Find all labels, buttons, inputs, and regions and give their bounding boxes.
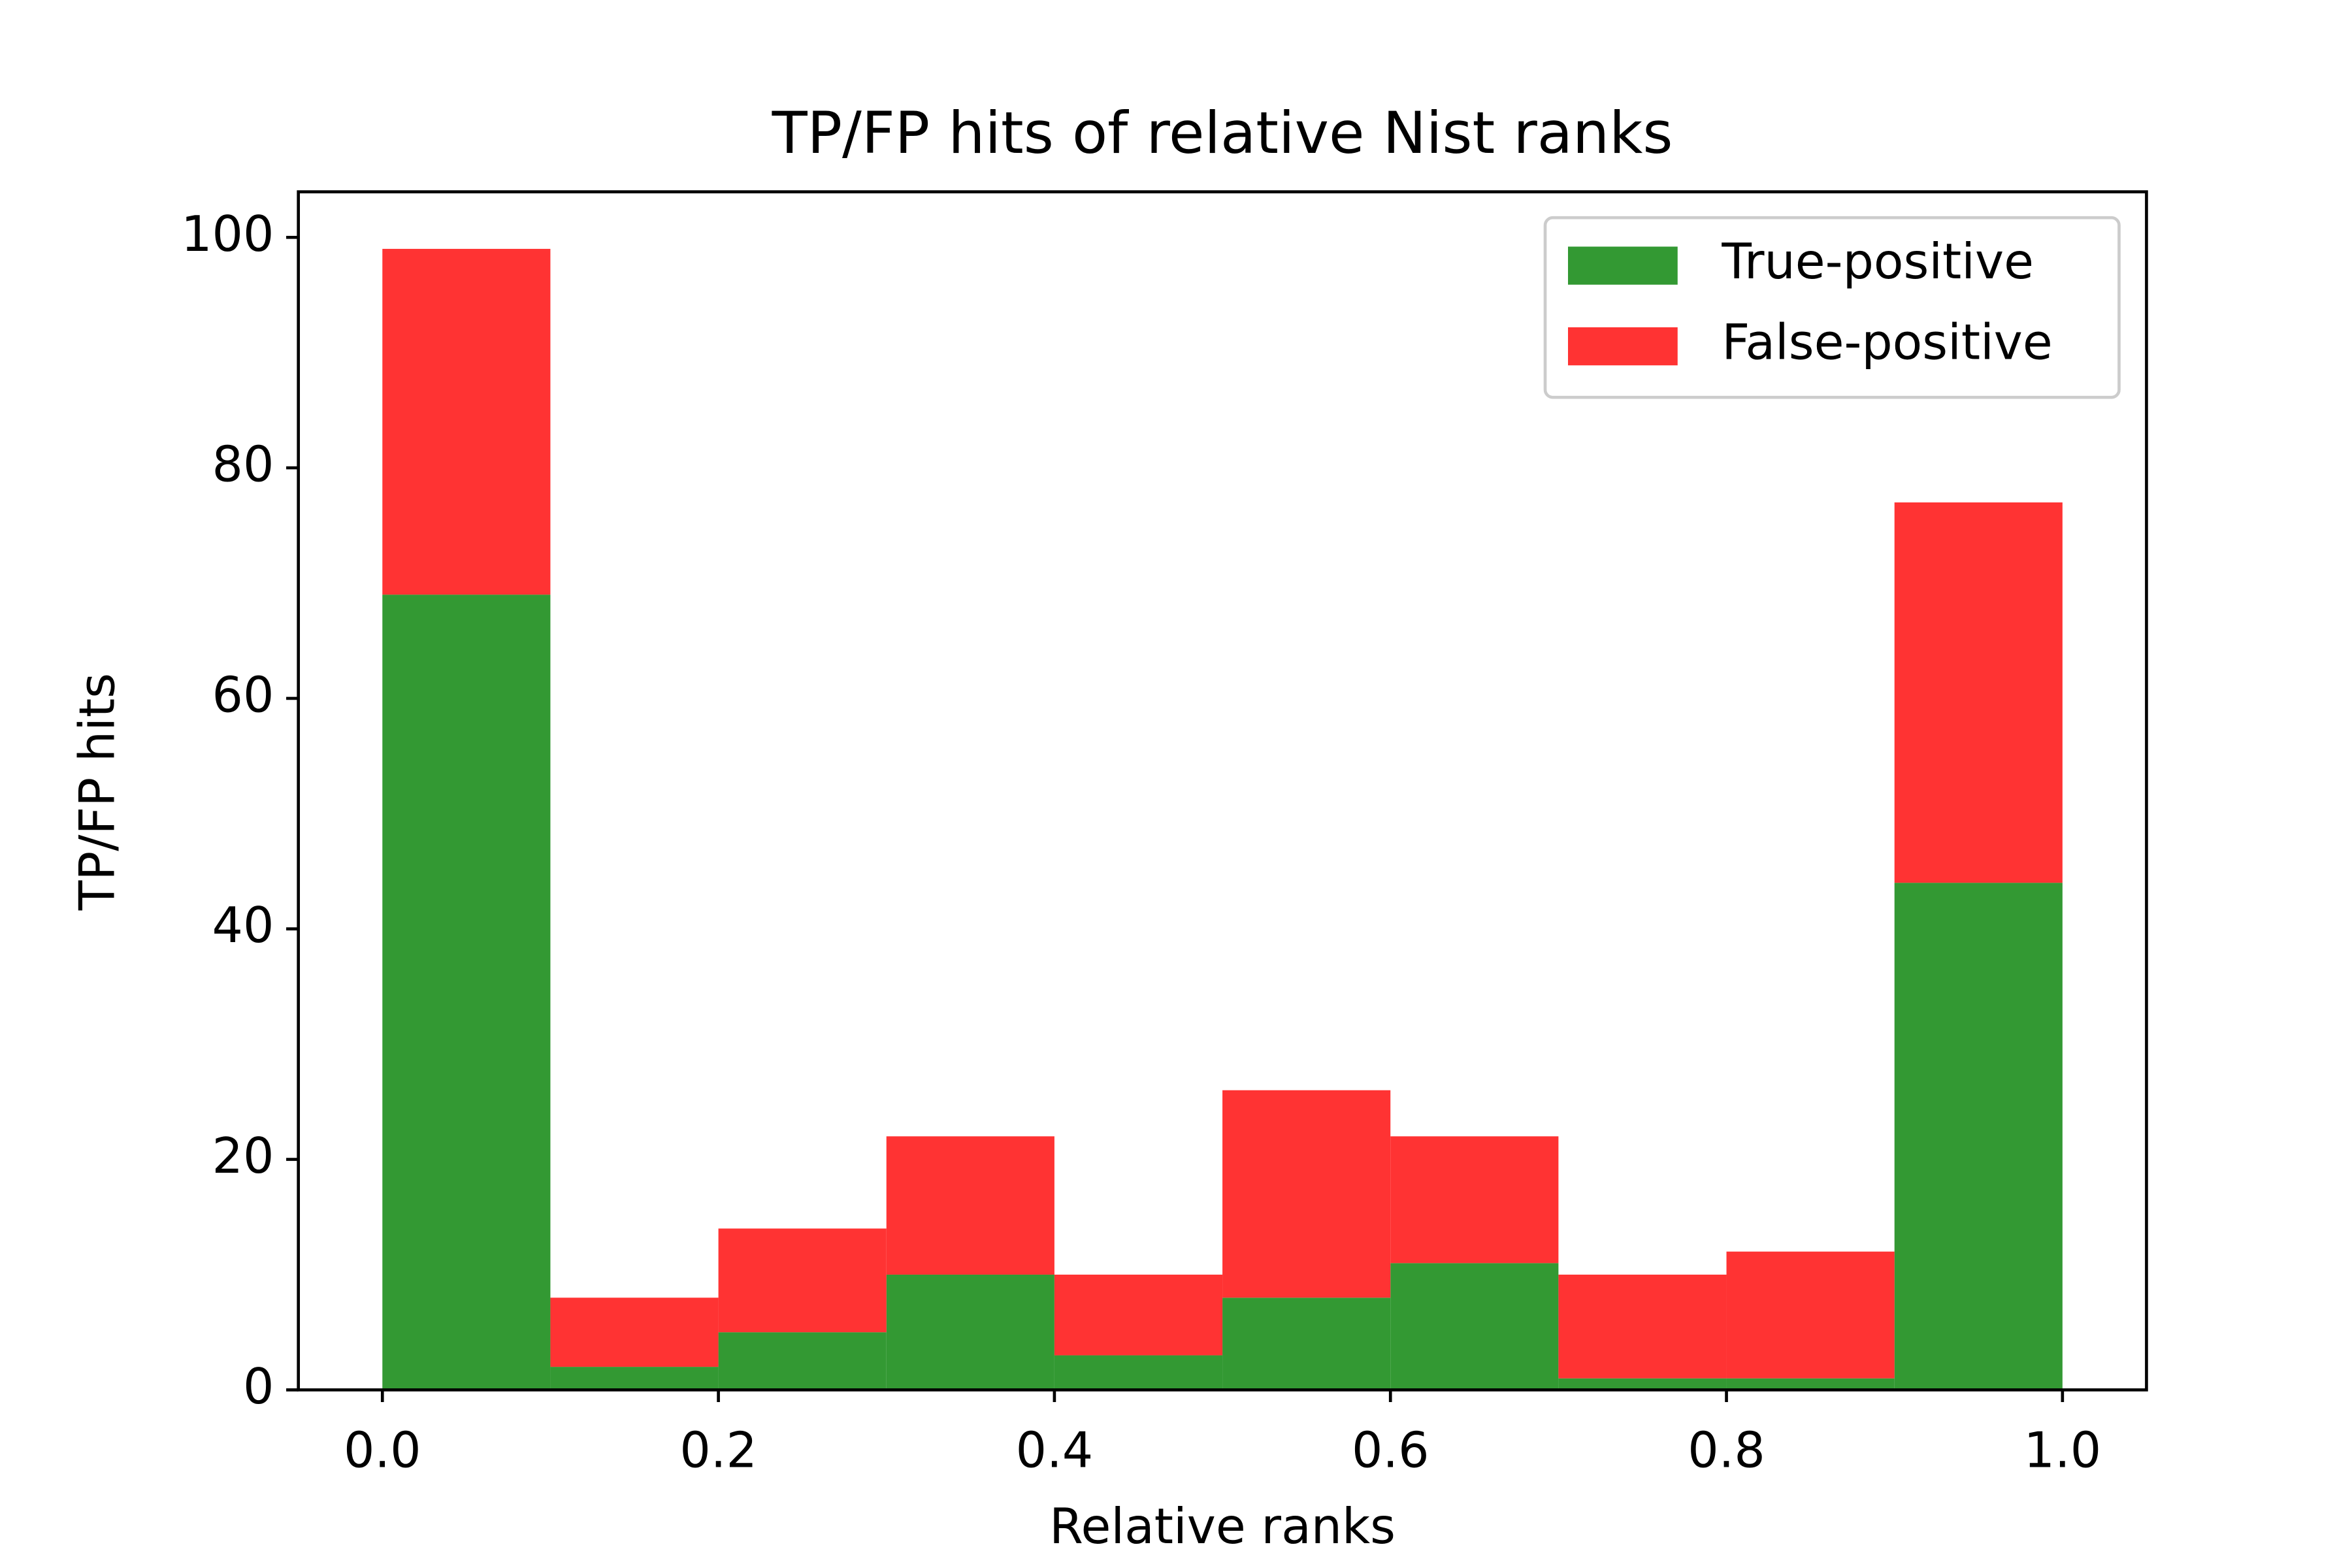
y-tick-label: 0 — [243, 1358, 274, 1415]
x-tick-label: 0.0 — [344, 1422, 421, 1479]
bar-segment — [886, 1136, 1054, 1275]
legend-label: True-positive — [1721, 233, 2034, 290]
bar-segment — [886, 1274, 1054, 1390]
chart-title: TP/FP hits of relative Nist ranks — [772, 99, 1673, 167]
bar-segment — [1558, 1378, 1727, 1390]
x-tick-label: 0.4 — [1016, 1422, 1094, 1479]
y-tick-label: 60 — [212, 666, 274, 723]
bar-segment — [1390, 1136, 1559, 1264]
bar-segment — [718, 1332, 887, 1390]
bar-segment — [718, 1228, 887, 1333]
x-tick-label: 0.2 — [679, 1422, 757, 1479]
bar-segment — [1894, 883, 2063, 1390]
y-axis-label: TP/FP hits — [69, 673, 125, 911]
y-tick-label: 100 — [181, 206, 274, 263]
legend-box — [1543, 216, 2121, 399]
bar-segment — [1054, 1274, 1223, 1356]
bar-segment — [1894, 502, 2063, 883]
y-tick-label: 80 — [212, 436, 274, 493]
bar-segment — [550, 1367, 719, 1390]
bar-segment — [382, 248, 551, 595]
legend-swatch — [1568, 327, 1678, 366]
legend-swatch — [1568, 246, 1678, 285]
bar-segment — [382, 595, 551, 1390]
legend-label: False-positive — [1722, 314, 2052, 370]
bar-segment — [1726, 1378, 1895, 1390]
bar-segment — [550, 1298, 719, 1367]
bar-segment — [1558, 1274, 1727, 1379]
bar-segment — [1054, 1355, 1223, 1390]
x-tick-label: 0.6 — [1352, 1422, 1429, 1479]
bar-segment — [1726, 1251, 1895, 1379]
y-tick-label: 20 — [212, 1128, 274, 1184]
plot-frame — [297, 190, 2148, 1392]
bar-segment — [1222, 1298, 1391, 1390]
x-tick-label: 1.0 — [2024, 1422, 2102, 1479]
x-axis-label: Relative ranks — [1049, 1498, 1396, 1555]
y-tick-label: 40 — [212, 897, 274, 954]
bar-segment — [1222, 1090, 1391, 1298]
bar-segment — [1390, 1263, 1559, 1390]
x-tick-label: 0.8 — [1688, 1422, 1765, 1479]
